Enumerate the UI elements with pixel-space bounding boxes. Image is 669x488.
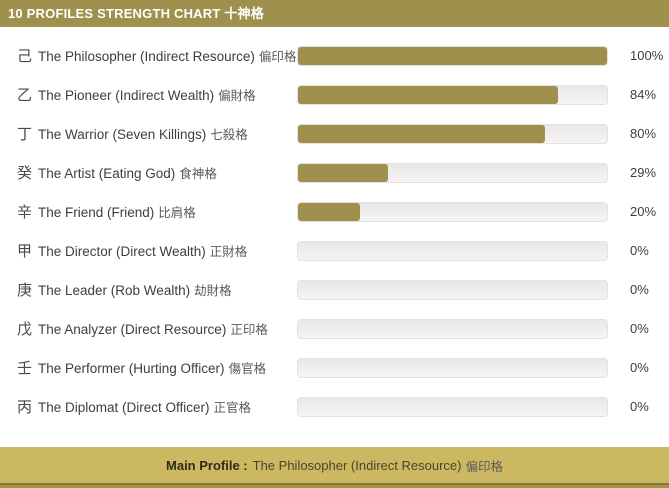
profile-name: The Pioneer (Indirect Wealth): [38, 88, 215, 103]
chart-rows: 己 The Philosopher (Indirect Resource) 偏印格…: [0, 27, 669, 426]
profile-row: 壬 The Performer (Hurting Officer) 傷官格 0%: [0, 348, 669, 387]
profile-row: 甲 The Director (Direct Wealth) 正財格 0%: [0, 231, 669, 270]
main-profile-bar: Main Profile : The Philosopher (Indirect…: [0, 447, 669, 483]
strength-percent: 84%: [630, 87, 657, 102]
profile-label: The Artist (Eating God) 食神格: [38, 163, 297, 182]
strength-bar-track: [297, 123, 608, 144]
strength-percent: 0%: [630, 282, 649, 297]
profile-name-chinese: 七殺格: [210, 128, 248, 142]
strength-percent: 100%: [630, 48, 664, 63]
strength-bar-track: [297, 45, 608, 66]
strength-bar-track: [297, 279, 608, 300]
profile-label: The Friend (Friend) 比肩格: [38, 202, 297, 221]
profile-name: The Friend (Friend): [38, 205, 155, 220]
profile-name: The Diplomat (Direct Officer): [38, 400, 210, 415]
profile-name-chinese: 偏印格: [258, 50, 297, 64]
heavenly-stem: 己: [17, 49, 33, 65]
profile-row: 己 The Philosopher (Indirect Resource) 偏印格…: [0, 36, 669, 75]
strength-bar-track: [297, 201, 608, 222]
main-profile-value-chinese: 偏印格: [465, 459, 503, 474]
heavenly-stem: 庚: [17, 283, 33, 299]
profile-row: 丁 The Warrior (Seven Killings) 七殺格 80%: [0, 114, 669, 153]
profile-label: The Diplomat (Direct Officer) 正官格: [38, 397, 297, 416]
profile-row: 庚 The Leader (Rob Wealth) 劫財格 0%: [0, 270, 669, 309]
heavenly-stem: 癸: [17, 166, 33, 182]
profile-label: The Performer (Hurting Officer) 傷官格: [38, 358, 297, 377]
profile-name-chinese: 食神格: [179, 167, 217, 181]
bottom-strip: [0, 485, 669, 488]
strength-bar-fill: [298, 85, 558, 104]
heavenly-stem: 壬: [17, 361, 33, 377]
chart-title: 10 PROFILES STRENGTH CHART: [8, 6, 221, 21]
strength-bar-track: [297, 396, 608, 417]
profile-label: The Pioneer (Indirect Wealth) 偏財格: [38, 85, 297, 104]
profile-name: The Philosopher (Indirect Resource): [38, 49, 255, 64]
main-profile-value: The Philosopher (Indirect Resource): [252, 457, 462, 473]
profile-row: 丙 The Diplomat (Direct Officer) 正官格 0%: [0, 387, 669, 426]
profile-name-chinese: 偏財格: [218, 89, 256, 103]
heavenly-stem: 丁: [17, 127, 33, 143]
profile-name: The Analyzer (Direct Resource): [38, 322, 227, 337]
chart-header: 10 PROFILES STRENGTH CHART 十神格: [0, 0, 669, 27]
strength-percent: 0%: [630, 360, 649, 375]
profile-name-chinese: 正印格: [230, 323, 268, 337]
heavenly-stem: 丙: [17, 400, 33, 416]
heavenly-stem: 辛: [17, 205, 33, 221]
heavenly-stem: 甲: [17, 244, 33, 260]
heavenly-stem: 戊: [17, 322, 33, 338]
profile-name: The Artist (Eating God): [38, 166, 176, 181]
strength-bar-fill: [298, 46, 607, 65]
profile-name: The Warrior (Seven Killings): [38, 127, 207, 142]
chart-title-chinese: 十神格: [224, 6, 264, 21]
profile-row: 乙 The Pioneer (Indirect Wealth) 偏財格 84%: [0, 75, 669, 114]
profile-row: 癸 The Artist (Eating God) 食神格 29%: [0, 153, 669, 192]
strength-bar-track: [297, 240, 608, 261]
profile-label: The Leader (Rob Wealth) 劫財格: [38, 280, 297, 299]
profile-label: The Philosopher (Indirect Resource) 偏印格: [38, 46, 297, 65]
profile-label: The Director (Direct Wealth) 正財格: [38, 241, 297, 260]
profile-label: The Warrior (Seven Killings) 七殺格: [38, 124, 297, 143]
profile-row: 辛 The Friend (Friend) 比肩格 20%: [0, 192, 669, 231]
heavenly-stem: 乙: [17, 88, 33, 104]
strength-bar-fill: [298, 124, 546, 143]
strength-bar-track: [297, 84, 608, 105]
profile-label: The Analyzer (Direct Resource) 正印格: [38, 319, 297, 338]
strength-percent: 0%: [630, 243, 649, 258]
strength-percent: 80%: [630, 126, 657, 141]
main-profile-label: Main Profile :: [166, 457, 248, 473]
strength-percent: 0%: [630, 321, 649, 336]
strength-percent: 0%: [630, 399, 649, 414]
profile-row: 戊 The Analyzer (Direct Resource) 正印格 0%: [0, 309, 669, 348]
strength-bar-track: [297, 357, 608, 378]
divider: [0, 483, 669, 485]
strength-bar-fill: [298, 202, 360, 221]
strength-percent: 29%: [630, 165, 657, 180]
profile-name-chinese: 比肩格: [158, 206, 196, 220]
profile-name: The Performer (Hurting Officer): [38, 361, 225, 376]
profile-name: The Director (Direct Wealth): [38, 244, 206, 259]
strength-percent: 20%: [630, 204, 657, 219]
profile-name-chinese: 劫財格: [194, 284, 232, 298]
strength-bar-track: [297, 162, 608, 183]
profile-name-chinese: 傷官格: [228, 362, 267, 376]
strength-bar-fill: [298, 163, 388, 182]
strength-bar-track: [297, 318, 608, 339]
profile-name: The Leader (Rob Wealth): [38, 283, 191, 298]
profile-name-chinese: 正官格: [213, 401, 252, 415]
profile-name-chinese: 正財格: [209, 245, 248, 259]
